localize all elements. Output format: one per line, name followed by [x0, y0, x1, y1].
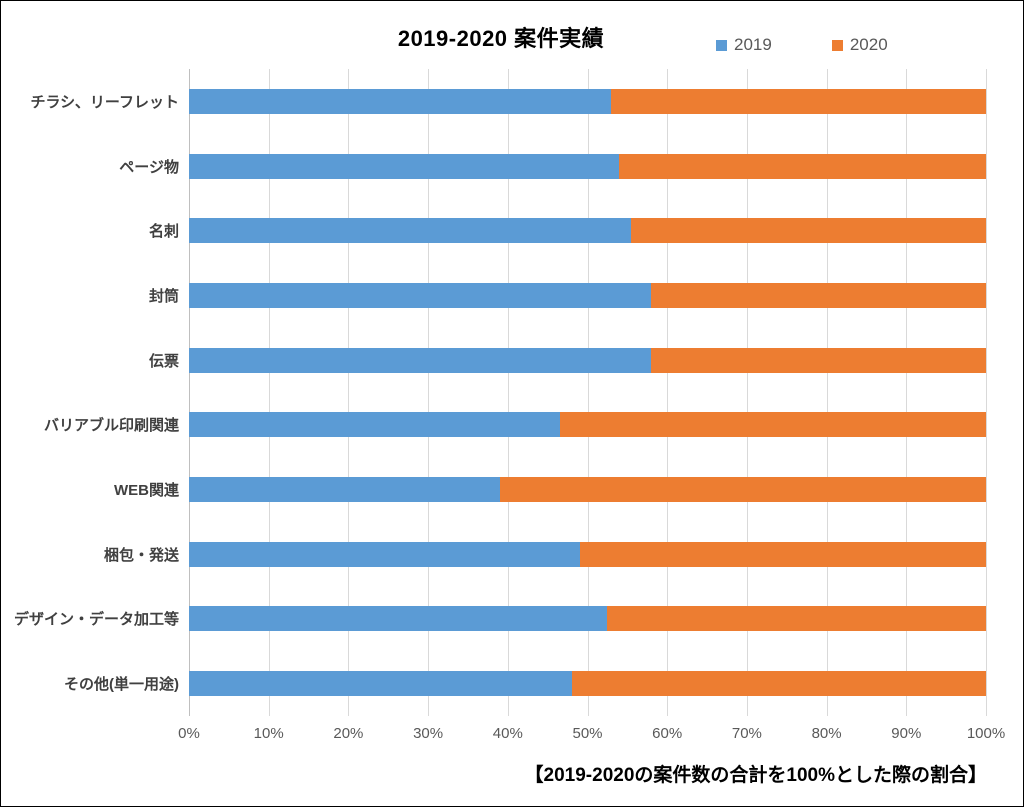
x-axis-labels: 0% 10% 20% 30% 40% 50% 60% 70% 80% 90% 100% [178, 725, 1005, 745]
category-label: 梱包・発送 [103, 546, 179, 564]
y-axis-category-labels: チラシ、リーフレットページ物名刺封筒伝票バリアブル印刷関連 WEB関連梱包・発送デ… [1, 69, 179, 716]
category-label: 名刺 [148, 223, 179, 241]
stacked-bar [189, 88, 986, 114]
x-tick-label: 90% [891, 725, 922, 742]
legend-swatch-icon [716, 39, 727, 51]
x-tick-label: 20% [333, 725, 364, 742]
bar-row [189, 198, 986, 263]
bar-rows [189, 69, 986, 716]
plot-area [189, 69, 987, 716]
bar-segment-2020 [579, 541, 986, 567]
category-label: WEB関連 [114, 482, 179, 500]
x-tick-label: 50% [572, 725, 603, 742]
stacked-bar [189, 412, 986, 438]
gridline-60% [667, 69, 669, 716]
legend-label: 2019 [734, 35, 772, 54]
bar-segment-2019 [189, 412, 560, 438]
bar-segment-2019 [189, 218, 632, 244]
stacked-bar [189, 282, 986, 308]
bar-segment-2020 [559, 412, 986, 438]
stacked-bar [189, 606, 986, 632]
x-tick-label: 60% [652, 725, 683, 742]
stacked-bar [189, 347, 986, 373]
bar-segment-2020 [571, 671, 986, 697]
bar-segment-2020 [651, 282, 986, 308]
gridline-30% [428, 69, 430, 716]
gridline-20% [348, 69, 350, 716]
category-label: 伝票 [148, 352, 179, 370]
bar-segment-2019 [189, 153, 620, 179]
category-label: ページ物 [119, 158, 179, 176]
chart-title: 2019-2020 案件実績 [397, 26, 605, 51]
bar-row [189, 457, 986, 522]
bar-row [189, 651, 986, 716]
bar-segment-2020 [607, 606, 986, 632]
bar-segment-2019 [189, 541, 580, 567]
stacked-bar [189, 671, 986, 697]
bar-segment-2019 [189, 477, 500, 503]
bar-row [189, 587, 986, 652]
legend-swatch-icon [831, 39, 843, 51]
bar-row [189, 263, 986, 328]
bar-segment-2019 [189, 671, 572, 697]
stacked-bar [189, 541, 986, 567]
gridline-100% [986, 69, 987, 716]
category-label: 封筒 [148, 287, 179, 305]
bar-segment-2020 [499, 477, 986, 503]
stacked-bar [189, 218, 986, 244]
category-label: チラシ、リーフレット [30, 93, 179, 111]
legend-label: 2020 [849, 35, 888, 54]
gridline-10% [268, 69, 270, 716]
x-tick-label: 80% [811, 725, 842, 742]
bar-row [189, 69, 986, 134]
gridline-90% [906, 69, 908, 716]
y-axis-line [189, 69, 190, 716]
bar-segment-2019 [189, 88, 612, 114]
bar-segment-2020 [651, 347, 986, 373]
bar-segment-2020 [611, 88, 986, 114]
x-tick-label: 40% [492, 725, 523, 742]
bar-row [189, 393, 986, 458]
legend-item-2019: 2019 [716, 35, 772, 55]
gridline-50% [587, 69, 589, 716]
gridline-80% [826, 69, 828, 716]
bar-segment-2019 [189, 347, 652, 373]
stacked-bar [189, 153, 986, 179]
gridline-70% [746, 69, 748, 716]
bar-row [189, 328, 986, 393]
x-tick-label: 0% [178, 725, 200, 742]
bar-row [189, 134, 986, 199]
category-label: その他(単一用途) [64, 676, 179, 694]
stacked-bar [189, 477, 986, 503]
bar-segment-2020 [619, 153, 986, 179]
x-tick-label: 70% [731, 725, 762, 742]
chart-caption: 【2019-2020の案件数の合計を100%とした際の割合】 [524, 765, 987, 786]
bar-segment-2020 [631, 218, 986, 244]
x-tick-label: 10% [253, 725, 284, 742]
x-tick-label: 100% [966, 725, 1006, 742]
bar-row [189, 522, 986, 587]
bar-segment-2019 [189, 606, 608, 632]
x-tick-label: 30% [413, 725, 444, 742]
category-label: デザイン・データ加工等 [13, 611, 179, 629]
legend-item-2020: 2020 [831, 35, 888, 55]
gridline-40% [507, 69, 509, 716]
legend: 2019 2020 [716, 32, 888, 58]
bar-segment-2019 [189, 282, 652, 308]
category-label: バリアブル印刷関連 [43, 417, 179, 435]
